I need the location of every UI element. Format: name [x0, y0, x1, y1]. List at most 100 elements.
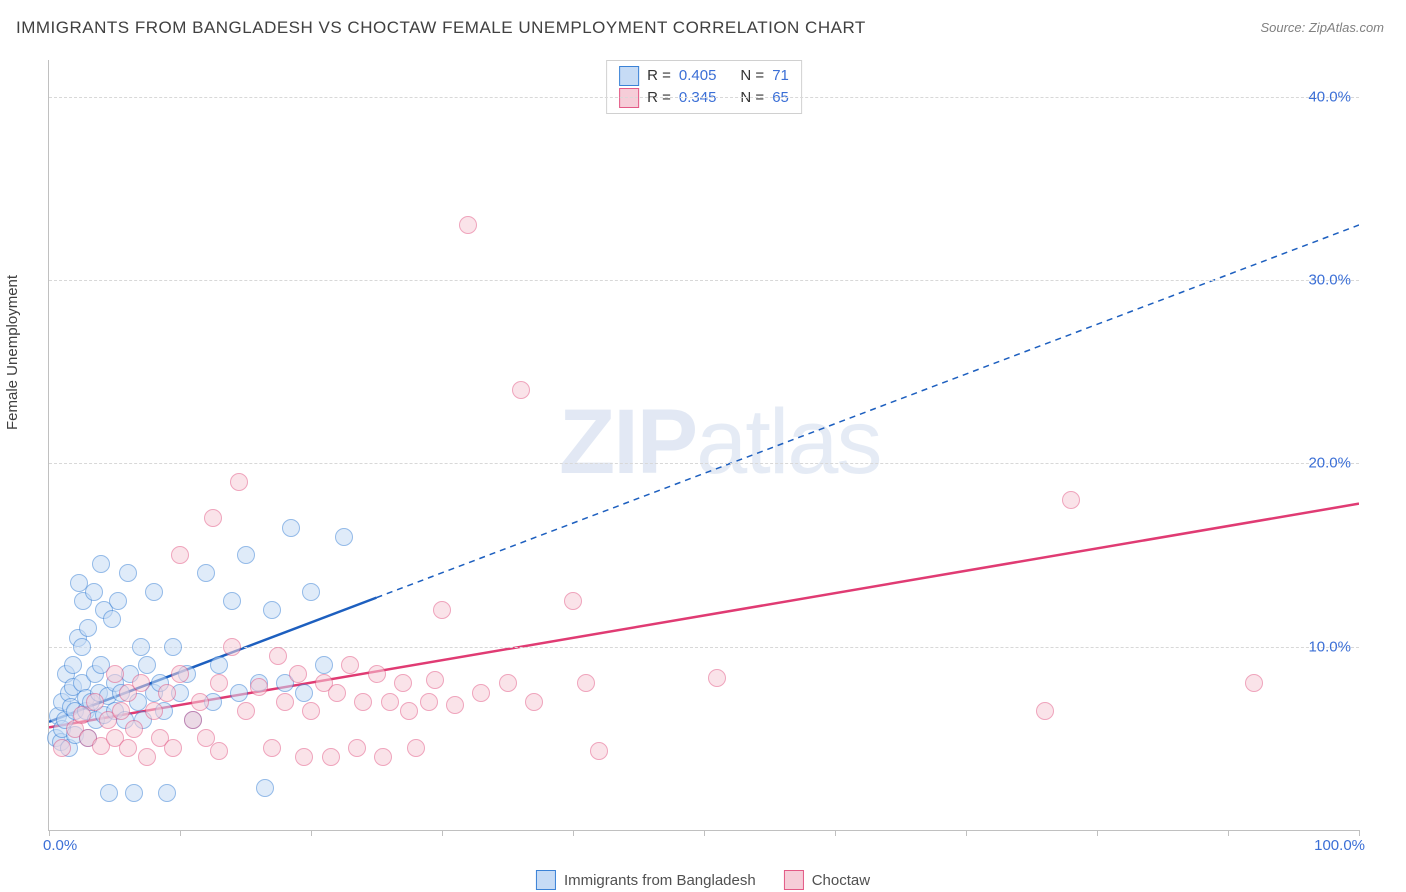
data-point: [171, 546, 189, 564]
data-point: [577, 674, 595, 692]
data-point: [433, 601, 451, 619]
legend-r-value-b: 0.345: [679, 87, 717, 109]
data-point: [158, 684, 176, 702]
data-point: [256, 779, 274, 797]
data-point: [446, 696, 464, 714]
data-point: [341, 656, 359, 674]
data-point: [1245, 674, 1263, 692]
data-point: [145, 583, 163, 601]
data-point: [103, 610, 121, 628]
data-point: [125, 720, 143, 738]
chart-title: IMMIGRANTS FROM BANGLADESH VS CHOCTAW FE…: [16, 18, 866, 38]
data-point: [184, 711, 202, 729]
data-point: [210, 674, 228, 692]
legend-swatch-a: [619, 66, 639, 86]
data-point: [92, 555, 110, 573]
y-axis-label: Female Unemployment: [4, 275, 21, 430]
legend-r-label: R =: [647, 65, 671, 87]
legend-n-label: N =: [740, 65, 764, 87]
data-point: [426, 671, 444, 689]
gridline: [49, 463, 1359, 464]
data-point: [295, 684, 313, 702]
series-legend: Immigrants from Bangladesh Choctaw: [536, 870, 870, 890]
legend-n-value-b: 65: [772, 87, 789, 109]
legend-r-label: R =: [647, 87, 671, 109]
legend-r-value-a: 0.405: [679, 65, 717, 87]
data-point: [125, 784, 143, 802]
data-point: [1062, 491, 1080, 509]
chart-plot-area: ZIPatlas R = 0.405 N = 71 R = 0.345 N = …: [48, 60, 1359, 831]
legend-label-b: Choctaw: [812, 872, 870, 889]
y-tick-label: 10.0%: [1308, 638, 1351, 655]
x-tick-label: 100.0%: [1314, 837, 1365, 854]
legend-n-value-a: 71: [772, 65, 789, 87]
data-point: [348, 739, 366, 757]
y-tick-label: 40.0%: [1308, 88, 1351, 105]
data-point: [237, 546, 255, 564]
data-point: [322, 748, 340, 766]
data-point: [302, 583, 320, 601]
data-point: [368, 665, 386, 683]
data-point: [394, 674, 412, 692]
data-point: [158, 784, 176, 802]
y-tick-label: 20.0%: [1308, 455, 1351, 472]
data-point: [512, 381, 530, 399]
data-point: [302, 702, 320, 720]
correlation-legend: R = 0.405 N = 71 R = 0.345 N = 65: [606, 60, 802, 114]
x-tick: [311, 830, 312, 836]
x-tick: [1359, 830, 1360, 836]
data-point: [269, 647, 287, 665]
data-point: [459, 216, 477, 234]
watermark-light: atlas: [696, 391, 880, 493]
data-point: [164, 638, 182, 656]
data-point: [263, 739, 281, 757]
data-point: [106, 665, 124, 683]
data-point: [328, 684, 346, 702]
watermark-bold: ZIP: [559, 391, 696, 493]
data-point: [1036, 702, 1054, 720]
data-point: [354, 693, 372, 711]
data-point: [138, 656, 156, 674]
data-point: [197, 564, 215, 582]
x-tick: [442, 830, 443, 836]
x-tick: [573, 830, 574, 836]
data-point: [132, 674, 150, 692]
legend-item-a: Immigrants from Bangladesh: [536, 870, 756, 890]
data-point: [499, 674, 517, 692]
data-point: [564, 592, 582, 610]
data-point: [109, 592, 127, 610]
data-point: [164, 739, 182, 757]
x-tick-label: 0.0%: [43, 837, 77, 854]
x-tick: [180, 830, 181, 836]
data-point: [250, 678, 268, 696]
data-point: [79, 619, 97, 637]
gridline: [49, 647, 1359, 648]
data-point: [525, 693, 543, 711]
x-tick: [1097, 830, 1098, 836]
legend-row-series-a: R = 0.405 N = 71: [619, 65, 789, 87]
data-point: [223, 638, 241, 656]
data-point: [230, 473, 248, 491]
data-point: [100, 784, 118, 802]
legend-row-series-b: R = 0.345 N = 65: [619, 87, 789, 109]
data-point: [138, 748, 156, 766]
legend-swatch-a: [536, 870, 556, 890]
data-point: [112, 702, 130, 720]
x-tick: [49, 830, 50, 836]
y-tick-label: 30.0%: [1308, 272, 1351, 289]
data-point: [53, 739, 71, 757]
data-point: [590, 742, 608, 760]
data-point: [210, 742, 228, 760]
gridline: [49, 97, 1359, 98]
x-tick: [1228, 830, 1229, 836]
data-point: [73, 638, 91, 656]
data-point: [230, 684, 248, 702]
data-point: [132, 638, 150, 656]
source-attribution: Source: ZipAtlas.com: [1260, 20, 1384, 35]
data-point: [472, 684, 490, 702]
data-point: [119, 564, 137, 582]
data-point: [119, 739, 137, 757]
data-point: [420, 693, 438, 711]
data-point: [400, 702, 418, 720]
data-point: [289, 665, 307, 683]
